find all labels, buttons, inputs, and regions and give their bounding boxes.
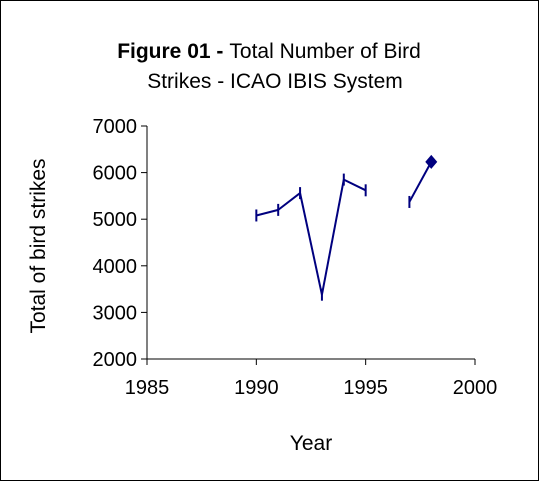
y-tick-labels: 2000 3000 4000 5000 6000 7000: [93, 116, 138, 371]
x-tick-label: 1985: [125, 377, 170, 399]
x-axis-label: Year: [290, 432, 332, 455]
series-line-segment: [299, 192, 323, 295]
y-tick-label: 7000: [93, 116, 138, 138]
plot-axes: [141, 125, 476, 365]
y-tick-label: 2000: [93, 349, 138, 371]
data-point-marker: [425, 154, 438, 169]
series-line-segment: [408, 161, 433, 203]
chart-title-line1: Figure 01 - Total Number of Bird: [117, 40, 421, 63]
x-tick-label: 2000: [453, 377, 498, 399]
chart-title-bold: Figure 01 -: [117, 40, 223, 63]
x-tick-label: 1990: [234, 377, 279, 399]
y-tick-label: 4000: [93, 256, 138, 278]
series-layer: [255, 154, 438, 301]
x-tick-label: 1995: [343, 377, 388, 399]
series-line-segment: [320, 179, 345, 295]
series-line-segment: [343, 178, 367, 192]
y-tick-label: 5000: [93, 209, 138, 231]
chart-title-rest: Total Number of Bird: [229, 40, 420, 63]
y-axis-label: Total of bird strikes: [27, 158, 50, 333]
y-tick-label: 6000: [93, 163, 138, 185]
chart-title-line2: Strikes - ICAO IBIS System: [147, 70, 403, 93]
x-tick-labels: 1985 1990 1995 2000: [125, 377, 498, 399]
series-line-segment: [256, 208, 279, 217]
y-tick-label: 3000: [93, 302, 138, 324]
series-line-segment: [277, 192, 301, 211]
